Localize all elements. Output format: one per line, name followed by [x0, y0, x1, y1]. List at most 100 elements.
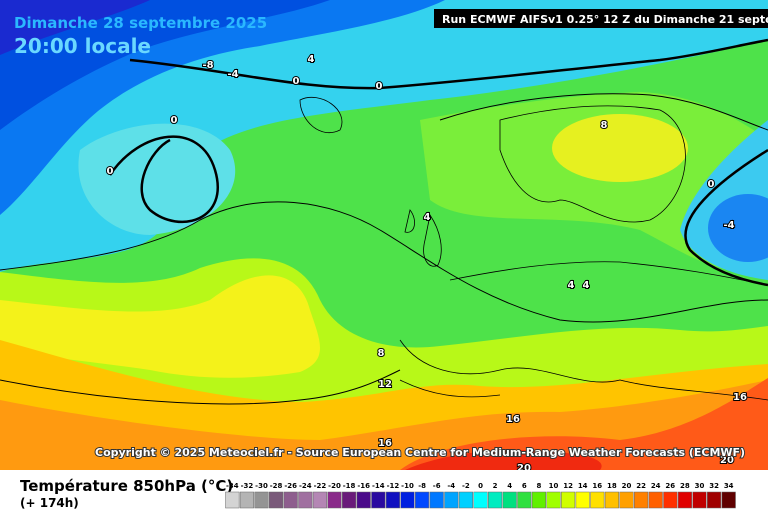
scale-swatch — [561, 491, 576, 509]
contour-label: 4 — [424, 212, 431, 223]
scale-swatch — [239, 491, 254, 509]
scale-label: -10 — [401, 482, 414, 490]
scale-swatch — [312, 491, 327, 509]
scale-swatch — [502, 491, 517, 509]
map-field — [0, 0, 768, 470]
scale-swatch — [400, 491, 415, 509]
scale-label: 24 — [651, 482, 661, 490]
scale-swatch — [385, 491, 400, 509]
scale-swatch — [283, 491, 298, 509]
scale-swatch — [327, 491, 342, 509]
contour-label: -4 — [723, 220, 734, 231]
contour-label: 8 — [601, 120, 608, 131]
forecast-date: Dimanche 28 septembre 2025 — [14, 14, 267, 32]
scale-swatch — [707, 491, 722, 509]
scale-swatch — [356, 491, 371, 509]
scale-label: -6 — [433, 482, 441, 490]
scale-swatch — [604, 491, 619, 509]
scale-label: 30 — [695, 482, 705, 490]
scale-label: -8 — [418, 482, 426, 490]
contour-label: 16 — [378, 438, 392, 449]
scale-swatch — [473, 491, 488, 509]
scale-label: 20 — [622, 482, 632, 490]
scale-label: -32 — [241, 482, 254, 490]
scale-label: 12 — [563, 482, 573, 490]
scale-label: 6 — [522, 482, 527, 490]
scale-swatch — [269, 491, 284, 509]
copyright: Copyright © 2025 Meteociel.fr - Source E… — [95, 446, 745, 459]
scale-label: 34 — [724, 482, 734, 490]
contour-label: 0 — [171, 115, 178, 126]
scale-swatch — [721, 491, 736, 509]
contour-label: 0 — [293, 76, 300, 87]
contour-lines — [0, 38, 768, 405]
contour-label: -8 — [202, 60, 213, 71]
scale-label: 8 — [536, 482, 541, 490]
scale-label: -12 — [387, 482, 400, 490]
scale-label: -16 — [357, 482, 370, 490]
scale-swatch — [692, 491, 707, 509]
scale-label: 26 — [665, 482, 675, 490]
scale-label: 4 — [507, 482, 512, 490]
scale-label: -18 — [343, 482, 356, 490]
scale-label: -14 — [372, 482, 385, 490]
scale-label: -28 — [270, 482, 283, 490]
contour-label: 0 — [708, 179, 715, 190]
scale-label: 16 — [592, 482, 602, 490]
scale-label: -26 — [284, 482, 297, 490]
scale-label: -24 — [299, 482, 312, 490]
contour-label: 4 — [568, 280, 575, 291]
contour-label: 20 — [720, 455, 734, 466]
scale-swatch — [677, 491, 692, 509]
scale-label: -4 — [447, 482, 455, 490]
coastlines — [299, 97, 768, 401]
scale-label: 22 — [636, 482, 646, 490]
scale-swatch — [225, 491, 240, 509]
scale-label: 0 — [478, 482, 483, 490]
forecast-time: 20:00 locale — [14, 34, 151, 58]
scale-swatch — [371, 491, 386, 509]
scale-swatch — [575, 491, 590, 509]
scale-label: -2 — [462, 482, 470, 490]
scale-swatch — [429, 491, 444, 509]
contour-label: -4 — [227, 69, 238, 80]
scale-swatch — [415, 491, 430, 509]
scale-label: 18 — [607, 482, 617, 490]
scale-swatch — [531, 491, 546, 509]
color-scale: -34 -32 -30 -28 -26 -24 -22 -20 -18 -16 -14 -12 -10-… — [225, 482, 736, 509]
scale-label: 14 — [578, 482, 588, 490]
contour-label: 12 — [378, 379, 392, 390]
scale-swatch — [342, 491, 357, 509]
run-box — [434, 9, 768, 28]
scale-swatch — [619, 491, 634, 509]
scale-swatch — [488, 491, 503, 509]
scale-swatch — [634, 491, 649, 509]
scale-label: -20 — [328, 482, 341, 490]
scale-swatch — [298, 491, 313, 509]
contour-label: 0 — [376, 81, 383, 92]
footer-lead: (+ 174h) — [20, 496, 79, 510]
contour-label: 16 — [506, 414, 520, 425]
scale-label: -34 — [226, 482, 239, 490]
contour-label: 8 — [378, 348, 385, 359]
scale-label: 32 — [709, 482, 719, 490]
scale-swatch — [444, 491, 459, 509]
footer-title: Température 850hPa (°C) — [20, 477, 233, 495]
contour-label: 4 — [583, 280, 590, 291]
scale-label: -22 — [314, 482, 327, 490]
scale-swatch — [546, 491, 561, 509]
contour-label: 4 — [308, 54, 315, 65]
scale-swatch — [648, 491, 663, 509]
scale-swatch — [517, 491, 532, 509]
contour-label: 0 — [107, 166, 114, 177]
scale-label: 2 — [493, 482, 498, 490]
scale-label: 10 — [549, 482, 559, 490]
contour-label: 16 — [733, 392, 747, 403]
run-info: Run ECMWF AIFSv1 0.25° 12 Z du Dimanche … — [442, 13, 768, 26]
scale-swatch — [254, 491, 269, 509]
scale-swatch — [663, 491, 678, 509]
scale-swatch — [458, 491, 473, 509]
scale-swatch — [590, 491, 605, 509]
